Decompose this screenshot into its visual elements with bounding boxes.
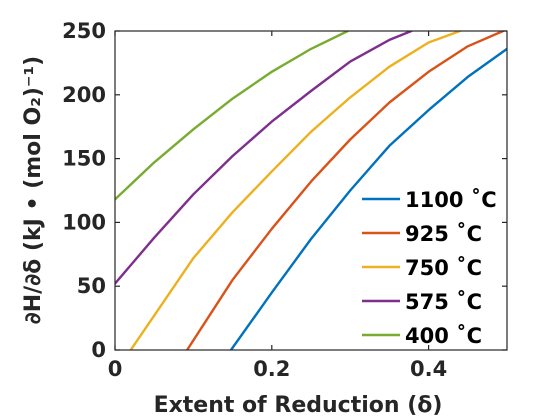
legend-entry: 1100 ˚C xyxy=(405,188,497,212)
legend-entry: 575 ˚C xyxy=(405,290,482,314)
y-tick-label: 250 xyxy=(62,19,106,43)
x-tick-label: 0 xyxy=(108,357,123,381)
y-tick-label: 100 xyxy=(62,210,106,234)
x-axis-label: Extent of Reduction (δ) xyxy=(154,393,443,418)
series-line-1 xyxy=(185,31,505,350)
tick-labels: 0 0.2 0.4 0 50 100 150 200 250 xyxy=(62,19,447,381)
x-tick-label: 0.4 xyxy=(410,357,447,381)
series-line-0 xyxy=(229,47,507,350)
x-tick-label: 0.2 xyxy=(253,357,290,381)
series-line-3 xyxy=(115,31,413,285)
series-lines xyxy=(115,31,507,350)
plot-frame xyxy=(114,30,508,351)
y-axis-label: ∂H/∂δ (kJ • (mol O₂)⁻¹) xyxy=(21,56,46,324)
legend-entry: 750 ˚C xyxy=(405,256,482,280)
legend-entry: 925 ˚C xyxy=(405,222,482,246)
axis-ticks xyxy=(114,30,507,351)
y-tick-label: 50 xyxy=(77,274,106,298)
y-tick-label: 150 xyxy=(62,147,106,171)
y-tick-label: 200 xyxy=(62,83,106,107)
legend: 1100 ˚C 925 ˚C 750 ˚C 575 ˚C 400 ˚C xyxy=(362,188,497,348)
series-line-2 xyxy=(129,31,462,350)
legend-entry: 400 ˚C xyxy=(405,324,482,348)
y-tick-label: 0 xyxy=(91,338,106,362)
series-line-4 xyxy=(115,31,349,201)
